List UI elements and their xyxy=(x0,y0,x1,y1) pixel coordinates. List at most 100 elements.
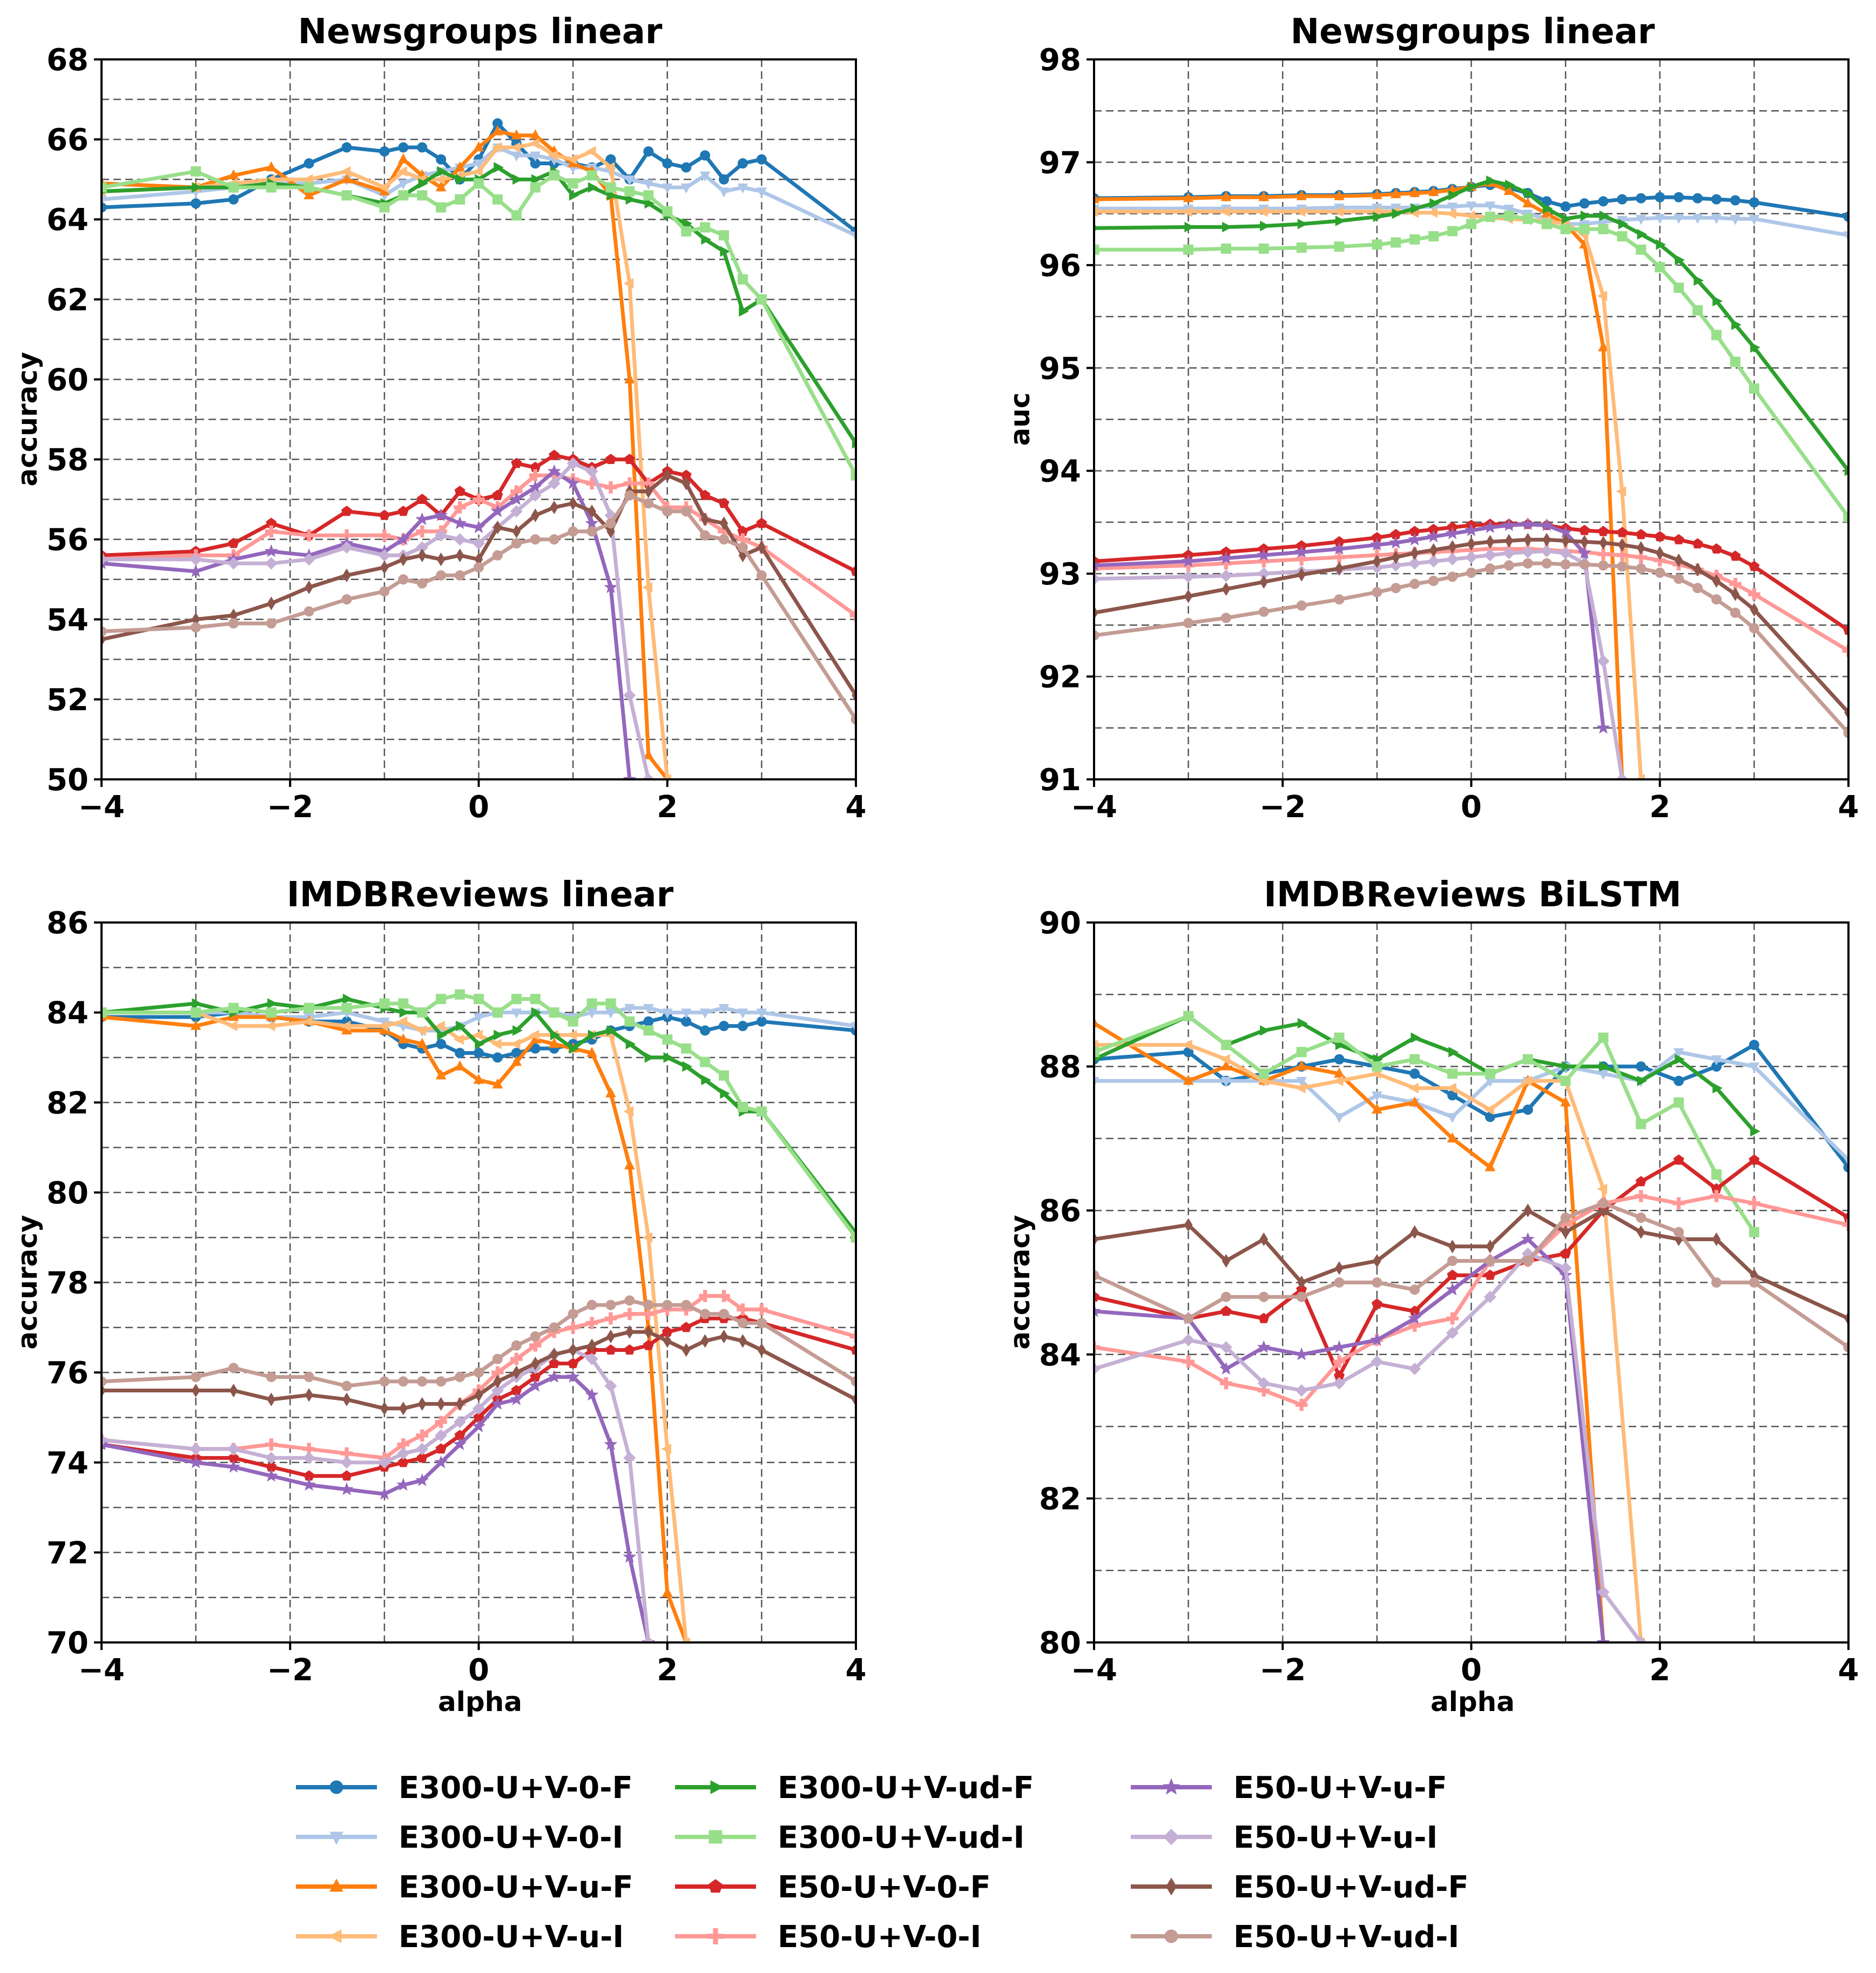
data-point xyxy=(1617,231,1628,241)
data-point xyxy=(1597,548,1610,561)
data-point xyxy=(397,1033,409,1043)
data-point xyxy=(264,544,278,557)
data-point xyxy=(1372,587,1382,597)
y-tick-label: 54 xyxy=(46,603,89,638)
data-point xyxy=(737,1021,748,1032)
data-point xyxy=(191,166,201,177)
data-point xyxy=(661,1443,671,1455)
data-point xyxy=(191,1371,201,1382)
data-point xyxy=(1409,1096,1420,1107)
data-point xyxy=(378,182,389,193)
series-line xyxy=(102,122,856,233)
data-point xyxy=(417,548,427,562)
data-point xyxy=(1524,187,1534,199)
data-point xyxy=(1334,190,1345,200)
data-point xyxy=(1427,529,1441,543)
y-tick-label: 50 xyxy=(46,763,89,798)
data-point xyxy=(1372,1091,1382,1102)
y-tick-label: 84 xyxy=(1039,1338,1081,1373)
data-point xyxy=(1503,211,1514,221)
y-tick-label: 82 xyxy=(1039,1482,1081,1517)
y-tick-label: 56 xyxy=(46,523,89,558)
data-point xyxy=(1560,201,1571,212)
data-point xyxy=(1599,1203,1608,1217)
data-point xyxy=(1579,559,1590,570)
series-line xyxy=(1094,1251,1643,1642)
data-point xyxy=(568,178,578,189)
series-line xyxy=(102,142,670,779)
series-E50-U+V-ud-I xyxy=(102,1295,856,1391)
data-point xyxy=(1692,214,1703,224)
data-point xyxy=(1598,1069,1609,1080)
legend-label: E50-U+V-ud-I xyxy=(1233,1920,1459,1955)
data-point xyxy=(509,492,523,506)
x-tick-label: 4 xyxy=(846,1653,867,1688)
data-point xyxy=(1711,543,1722,554)
data-point xyxy=(472,1402,485,1415)
data-point xyxy=(681,162,692,173)
data-point xyxy=(1466,567,1477,578)
data-point xyxy=(1447,203,1458,213)
data-point xyxy=(605,1299,616,1310)
data-point xyxy=(682,1061,693,1072)
data-point xyxy=(1599,210,1610,221)
data-point xyxy=(1484,1161,1496,1171)
data-point xyxy=(662,1008,673,1019)
data-point xyxy=(550,1348,558,1362)
x-tick-label: 4 xyxy=(1838,1653,1859,1688)
data-point xyxy=(586,998,597,1009)
data-point xyxy=(1222,582,1231,596)
ticks: −4 −2 0 2 4 91 92 93 94 95 96 97 98 xyxy=(1039,43,1859,825)
data-point xyxy=(455,548,464,562)
data-point xyxy=(1258,1068,1269,1079)
data-point xyxy=(1219,569,1233,582)
data-point xyxy=(1409,1054,1420,1065)
data-point xyxy=(566,457,579,470)
data-point xyxy=(1297,1275,1306,1290)
data-point xyxy=(1448,540,1457,554)
data-point xyxy=(511,129,522,139)
data-point xyxy=(379,509,390,520)
data-point xyxy=(1411,1032,1421,1043)
legend-item: E50-U+V-0-I xyxy=(675,1920,981,1955)
data-point xyxy=(473,493,485,506)
data-point xyxy=(568,1309,578,1319)
data-point xyxy=(1711,1061,1722,1072)
data-point xyxy=(604,1379,617,1392)
y-axis-label: accuracy xyxy=(12,1215,43,1349)
series-line xyxy=(102,1298,856,1388)
data-point xyxy=(624,454,635,464)
data-point xyxy=(1616,773,1629,779)
series-line xyxy=(1094,203,1848,238)
data-point xyxy=(434,1455,448,1469)
data-point xyxy=(453,1437,467,1451)
data-point xyxy=(1295,553,1308,565)
data-point xyxy=(1522,558,1533,569)
data-point xyxy=(377,1486,392,1500)
data-point xyxy=(1258,607,1269,617)
data-point xyxy=(1504,534,1514,548)
data-point xyxy=(102,553,108,566)
data-point xyxy=(102,1376,107,1387)
data-point xyxy=(1372,1277,1382,1288)
data-point xyxy=(511,1340,522,1351)
y-tick-label: 82 xyxy=(46,1086,89,1121)
x-tick-label: 0 xyxy=(1461,790,1482,825)
y-tick-label: 94 xyxy=(1039,454,1081,489)
data-point xyxy=(1635,1190,1648,1202)
data-point xyxy=(1409,234,1420,245)
data-point xyxy=(1408,1311,1422,1324)
data-point xyxy=(1094,558,1101,571)
data-point xyxy=(511,1008,522,1019)
data-point xyxy=(265,1020,275,1032)
legend-item: E300-U+V-ud-I xyxy=(675,1820,1024,1855)
data-point xyxy=(1446,553,1459,566)
data-point xyxy=(1183,618,1194,629)
legend-item: E300-U+V-0-F xyxy=(296,1770,633,1806)
data-point xyxy=(1673,1048,1684,1059)
data-point xyxy=(455,1371,465,1382)
data-point xyxy=(606,1025,617,1036)
data-point xyxy=(416,1038,428,1048)
data-point xyxy=(588,182,598,193)
data-point xyxy=(1409,1068,1420,1079)
